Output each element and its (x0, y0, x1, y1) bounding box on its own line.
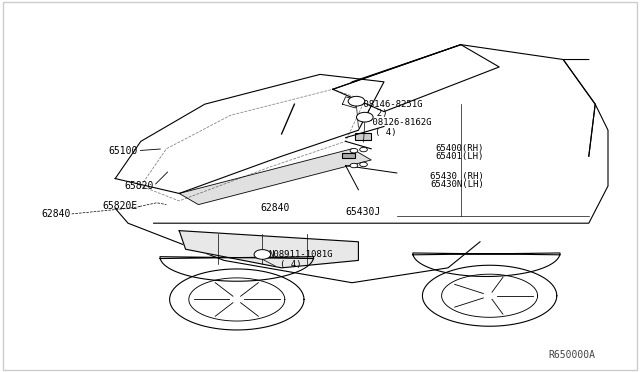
Text: 65400(RH): 65400(RH) (435, 144, 484, 153)
Text: N08911-1081G: N08911-1081G (269, 250, 333, 259)
Text: B: B (362, 113, 367, 122)
Circle shape (348, 96, 365, 106)
Polygon shape (179, 231, 358, 268)
Text: 65430N(LH): 65430N(LH) (430, 180, 484, 189)
Text: 65430 (RH): 65430 (RH) (430, 172, 484, 181)
Text: 65820: 65820 (124, 181, 154, 191)
Text: N: N (259, 251, 266, 257)
Text: B: B (354, 97, 359, 106)
FancyBboxPatch shape (342, 153, 355, 158)
Text: 65401(LH): 65401(LH) (435, 152, 484, 161)
Text: °08126-8162G: °08126-8162G (367, 118, 432, 127)
Polygon shape (179, 149, 371, 205)
Circle shape (360, 162, 367, 167)
Text: ( 4): ( 4) (280, 260, 302, 269)
Text: 65430J: 65430J (346, 207, 381, 217)
Circle shape (360, 147, 367, 152)
Text: ( 4): ( 4) (375, 128, 397, 137)
Circle shape (254, 250, 271, 259)
Text: 62840: 62840 (41, 209, 70, 219)
FancyBboxPatch shape (355, 133, 371, 140)
Text: 62840: 62840 (260, 203, 290, 213)
Circle shape (350, 163, 358, 168)
Text: ( 2): ( 2) (366, 109, 388, 118)
Text: °08146-8251G: °08146-8251G (358, 100, 423, 109)
Text: R650000A: R650000A (548, 350, 595, 360)
Circle shape (356, 112, 373, 122)
Circle shape (350, 148, 358, 153)
Text: 65820E: 65820E (102, 202, 138, 211)
Text: 65100: 65100 (108, 146, 138, 155)
